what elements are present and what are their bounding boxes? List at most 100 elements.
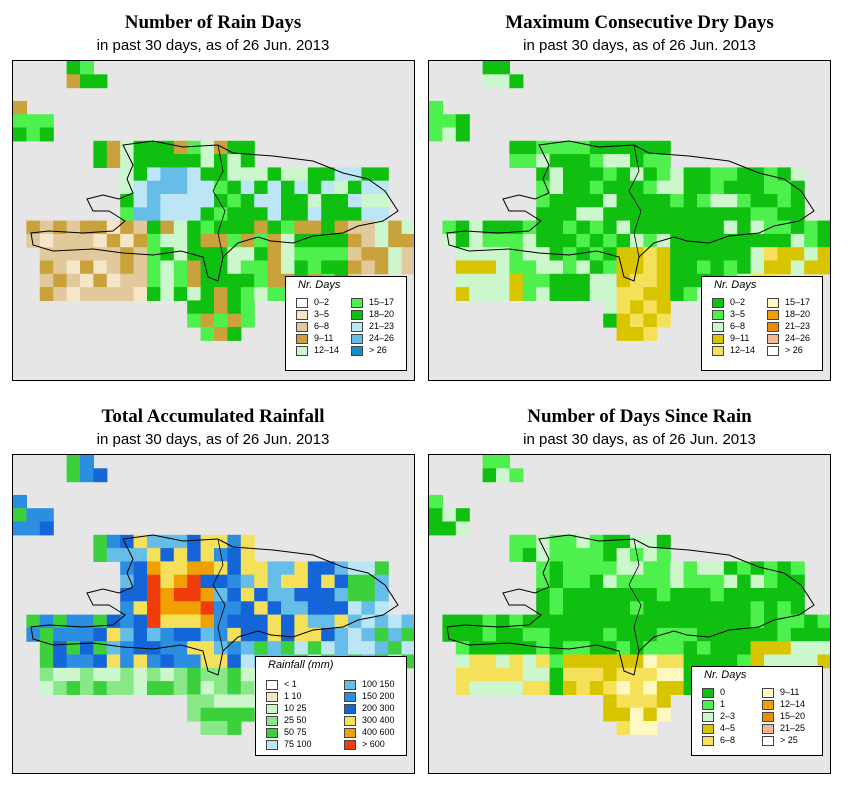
map-cell bbox=[429, 100, 443, 115]
map-cell bbox=[589, 287, 604, 301]
map-cell bbox=[200, 167, 215, 182]
map-cell bbox=[429, 127, 443, 142]
map-cell bbox=[710, 260, 725, 275]
map-cell bbox=[254, 641, 269, 656]
map-cell bbox=[240, 273, 255, 288]
map-cell bbox=[777, 641, 792, 656]
map-cell bbox=[53, 233, 68, 248]
map-cell bbox=[589, 167, 604, 182]
map-cell bbox=[120, 207, 135, 222]
map-cell bbox=[643, 654, 658, 669]
map-cell bbox=[307, 194, 322, 208]
map-cell bbox=[26, 614, 41, 629]
map-cell bbox=[66, 74, 81, 89]
map-cell bbox=[710, 601, 725, 616]
map-cell bbox=[133, 167, 148, 182]
map-cell bbox=[281, 220, 295, 235]
map-cell bbox=[563, 154, 577, 168]
map-cell bbox=[361, 233, 376, 248]
map-cell bbox=[294, 233, 309, 248]
legend-swatch bbox=[702, 688, 714, 698]
map-cell bbox=[536, 614, 551, 629]
map-cell bbox=[723, 601, 738, 616]
map-cell bbox=[750, 654, 765, 669]
map-cell bbox=[66, 273, 81, 288]
map-cell bbox=[106, 233, 121, 248]
legend-label: 12–14 bbox=[780, 699, 806, 709]
map-cell bbox=[603, 167, 618, 182]
map-cell bbox=[723, 247, 738, 262]
map-cell bbox=[563, 194, 577, 208]
map-cell bbox=[442, 127, 457, 142]
map-cell bbox=[750, 194, 765, 208]
map-cell bbox=[455, 287, 470, 301]
map-cell bbox=[214, 588, 228, 602]
map-cell bbox=[13, 508, 27, 523]
map-cell bbox=[536, 654, 551, 669]
map-cell bbox=[616, 273, 631, 288]
map-cell bbox=[66, 260, 81, 275]
map-cell bbox=[710, 627, 725, 642]
map-cell bbox=[710, 207, 725, 222]
legend-label: 2–3 bbox=[720, 711, 736, 721]
map-cell bbox=[187, 681, 202, 695]
map-cell bbox=[93, 627, 108, 642]
map-cell bbox=[133, 220, 148, 235]
map-cell bbox=[93, 220, 108, 235]
map-cell bbox=[361, 260, 376, 275]
map-cell bbox=[106, 287, 121, 301]
map-cell bbox=[522, 233, 537, 248]
map-cell bbox=[281, 233, 295, 248]
map-cell bbox=[522, 220, 537, 235]
map-cell bbox=[482, 614, 497, 629]
map-cell bbox=[589, 220, 604, 235]
map-cell bbox=[603, 667, 618, 682]
map-cell bbox=[147, 534, 161, 549]
legend-label: 300 400 bbox=[362, 715, 395, 725]
map-cell bbox=[710, 194, 725, 208]
map-cell bbox=[254, 588, 269, 602]
map-cell bbox=[66, 61, 81, 75]
map-cell bbox=[603, 694, 618, 709]
legend-swatch bbox=[767, 334, 779, 344]
map-cell bbox=[482, 247, 497, 262]
map-cell bbox=[93, 273, 108, 288]
map-cell bbox=[482, 260, 497, 275]
map-cell bbox=[147, 601, 161, 616]
map-cell bbox=[200, 681, 215, 695]
map-cell bbox=[200, 287, 215, 301]
map-cell bbox=[455, 233, 470, 248]
legend-swatch bbox=[344, 692, 356, 702]
map-cell bbox=[563, 614, 577, 629]
coastline bbox=[30, 534, 399, 676]
map-cell bbox=[267, 614, 282, 629]
map-cell bbox=[227, 614, 242, 629]
legend-label: 24–26 bbox=[369, 333, 395, 343]
map-cell bbox=[764, 561, 778, 576]
map-cell bbox=[656, 273, 671, 288]
map-cell bbox=[388, 627, 403, 642]
legend-swatch bbox=[702, 700, 714, 710]
map-cell bbox=[630, 287, 644, 301]
map-cell bbox=[80, 260, 94, 275]
map-cell bbox=[482, 654, 497, 669]
map-cell bbox=[643, 721, 658, 735]
map-cell bbox=[160, 601, 175, 616]
map-cell bbox=[616, 313, 631, 328]
map-cell bbox=[455, 654, 470, 669]
map-cell bbox=[240, 167, 255, 182]
map-cell bbox=[120, 681, 135, 695]
map-cell bbox=[616, 534, 631, 549]
map-cell bbox=[53, 273, 68, 288]
map-cell bbox=[321, 601, 336, 616]
map-cell bbox=[817, 614, 830, 629]
map-cell bbox=[777, 207, 792, 222]
map-cell bbox=[133, 614, 148, 629]
map-cell bbox=[643, 627, 658, 642]
map-cell bbox=[39, 114, 54, 129]
map-cell bbox=[737, 167, 752, 182]
map-cell bbox=[160, 207, 175, 222]
map-cell bbox=[240, 180, 255, 195]
map-cell bbox=[496, 468, 510, 483]
map-cell bbox=[240, 574, 255, 589]
